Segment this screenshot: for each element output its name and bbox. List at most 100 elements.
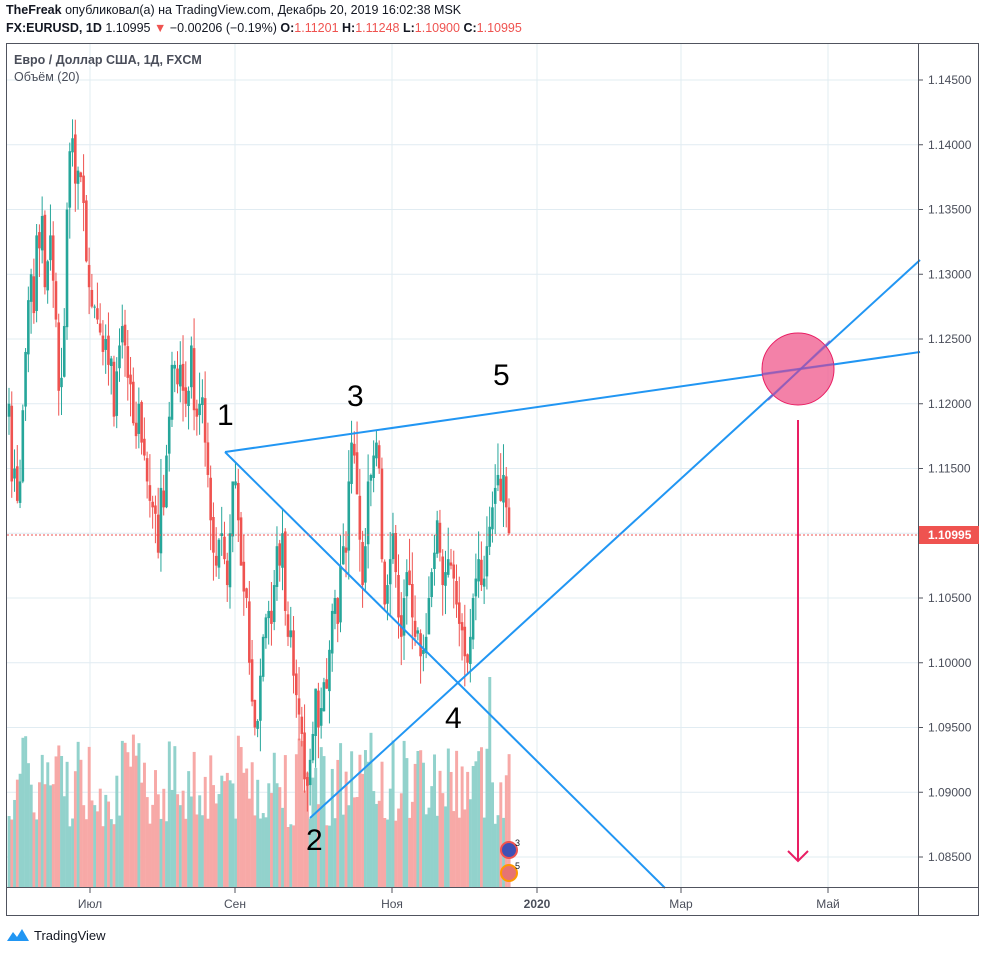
candle <box>433 552 436 569</box>
candle <box>281 533 284 568</box>
candle <box>223 536 226 560</box>
volume-bar <box>438 770 442 887</box>
volume-bar <box>71 818 75 887</box>
wave-label-2: 2 <box>306 824 323 857</box>
open-label: O: <box>280 21 295 35</box>
volume-bar <box>408 817 412 887</box>
volume-bar <box>493 823 497 887</box>
volume-bar <box>430 786 434 887</box>
candle <box>347 481 351 551</box>
down-arrow-icon: ▼ <box>154 21 167 35</box>
series-title[interactable]: Евро / Доллар США, 1Д, FXCM <box>14 53 202 67</box>
volume-bar <box>350 751 354 887</box>
candle <box>176 368 179 385</box>
candle <box>35 235 38 311</box>
volume-bar <box>352 797 356 887</box>
candle <box>261 636 265 677</box>
volume-bar <box>391 740 395 887</box>
candle <box>73 134 77 184</box>
volume-bar <box>399 793 403 887</box>
volume-bar <box>319 747 323 887</box>
candle <box>333 598 337 614</box>
volume-bar <box>499 782 503 887</box>
candle <box>427 598 431 635</box>
time-tick-label: Мар <box>669 897 693 911</box>
volume-bar <box>270 793 274 887</box>
volume-bar <box>236 735 240 887</box>
candle <box>71 138 74 153</box>
volume-bar <box>496 815 500 887</box>
price-tick-label: 1.12500 <box>928 332 972 346</box>
volume-bar <box>126 752 130 887</box>
volume-bar <box>73 771 77 887</box>
volume-bar <box>209 755 213 887</box>
candle <box>29 274 33 302</box>
volume-bar <box>388 788 392 887</box>
candle <box>245 588 248 598</box>
volume-bar <box>410 801 414 887</box>
volume-bar <box>57 745 61 887</box>
candle <box>275 546 279 587</box>
volume-study-label[interactable]: Объём (20) <box>14 70 80 84</box>
volume-bar <box>223 781 227 887</box>
candle <box>325 679 328 689</box>
candle <box>308 759 312 786</box>
volume-bar <box>286 826 290 887</box>
candle <box>156 514 160 553</box>
candle <box>286 614 290 637</box>
candle <box>375 442 378 459</box>
candle <box>201 397 204 406</box>
candle <box>115 371 119 416</box>
price-axis[interactable]: 1.14500 1.14000 1.13500 1.13000 1.12500 1.120… <box>918 73 972 864</box>
volume-bar <box>87 746 91 887</box>
volume-bar <box>317 804 320 887</box>
us-flag-icon[interactable] <box>500 864 518 882</box>
candle <box>24 351 27 407</box>
candle <box>469 636 472 664</box>
symbol-label: FX:EURUSD, 1D <box>6 21 102 35</box>
candle <box>96 308 99 320</box>
candle <box>159 487 163 554</box>
candle <box>499 478 503 501</box>
volume-bar <box>435 815 439 887</box>
volume-bar <box>507 754 511 887</box>
svg-text:1.10995: 1.10995 <box>928 528 972 542</box>
event-markers[interactable]: 3 5 <box>500 838 520 882</box>
volume-bar <box>405 758 409 887</box>
last-price: 1.10995 <box>105 21 151 35</box>
author-name[interactable]: TheFreak <box>6 3 62 17</box>
volume-bar <box>444 806 448 887</box>
footer-brand[interactable]: TradingView <box>6 927 106 943</box>
volume-bar <box>195 814 199 887</box>
candle <box>228 533 232 588</box>
candle <box>397 575 400 618</box>
candle <box>452 564 456 579</box>
volume-bar <box>35 819 39 887</box>
volume-bar <box>339 743 343 887</box>
time-tick-label: Июл <box>78 897 102 911</box>
candle <box>137 403 141 434</box>
volume-bar <box>247 798 251 887</box>
volume-bar <box>84 819 88 887</box>
volume-bar <box>101 826 105 887</box>
time-axis[interactable]: Июл Сен Ноя 2020 Мар Май <box>78 888 840 911</box>
eu-flag-icon[interactable] <box>500 841 518 859</box>
volume-bar <box>65 761 69 887</box>
candle <box>38 232 41 249</box>
candle <box>336 598 340 624</box>
candle <box>364 546 367 583</box>
candle <box>162 490 165 508</box>
candle <box>225 560 229 586</box>
candle <box>98 323 102 333</box>
volume-bar <box>427 807 431 887</box>
volume-bar <box>165 821 169 887</box>
wave-label-5: 5 <box>493 359 510 392</box>
falling-trendline[interactable] <box>224 451 666 889</box>
drawings[interactable]: 1 2 3 4 5 <box>217 259 921 889</box>
candle <box>239 517 243 566</box>
candle <box>424 636 428 653</box>
volume-bar <box>187 771 191 887</box>
volume-bar <box>214 803 218 887</box>
candle <box>242 561 246 592</box>
